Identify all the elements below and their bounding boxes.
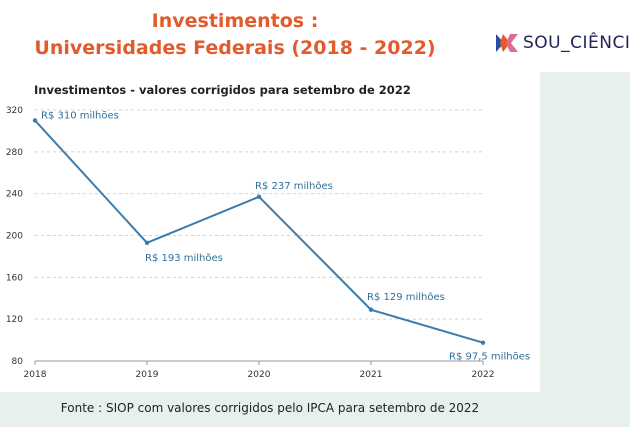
y-tick-label: 320 — [6, 106, 23, 116]
data-label: R$ 97,5 milhões — [449, 352, 530, 363]
data-point — [32, 118, 38, 123]
data-label: R$ 193 milhões — [145, 253, 223, 264]
sou-ciencia-logo: SOU_CIÊNCI — [496, 31, 630, 55]
x-tick-label: 2019 — [136, 370, 159, 380]
x-tick-label: 2021 — [360, 370, 383, 380]
page-title: Investimentos : Universidades Federais (… — [20, 8, 450, 62]
y-tick-label: 120 — [6, 315, 23, 325]
data-label: R$ 237 milhões — [255, 181, 333, 192]
chart-title: Investimentos - valores corrigidos para … — [34, 83, 411, 97]
logo-text: SOU_CIÊNCI — [523, 33, 630, 53]
data-point — [368, 307, 374, 312]
x-tick-label: 2018 — [24, 370, 47, 380]
y-tick-label: 80 — [12, 357, 24, 367]
y-tick-label: 240 — [6, 190, 23, 200]
source-note: Fonte : SIOP com valores corrigidos pelo… — [60, 401, 480, 415]
y-tick-label: 160 — [6, 273, 23, 283]
x-tick-label: 2020 — [248, 370, 271, 380]
chart-card — [0, 72, 540, 392]
page-title-line-2: Universidades Federais (2018 - 2022) — [34, 37, 436, 59]
x-tick-label: 2022 — [472, 370, 495, 380]
y-tick-label: 280 — [6, 148, 23, 158]
header-band — [0, 0, 630, 72]
data-point — [480, 340, 486, 345]
data-point — [256, 194, 262, 200]
page-title-line-1: Investimentos : — [151, 10, 319, 32]
series-line — [34, 119, 484, 344]
y-tick-label: 200 — [6, 232, 23, 242]
sou-ciencia-logo-icon — [496, 34, 518, 52]
data-point — [144, 240, 150, 246]
data-label: R$ 310 milhões — [41, 110, 119, 121]
data-label: R$ 129 milhões — [367, 292, 445, 303]
